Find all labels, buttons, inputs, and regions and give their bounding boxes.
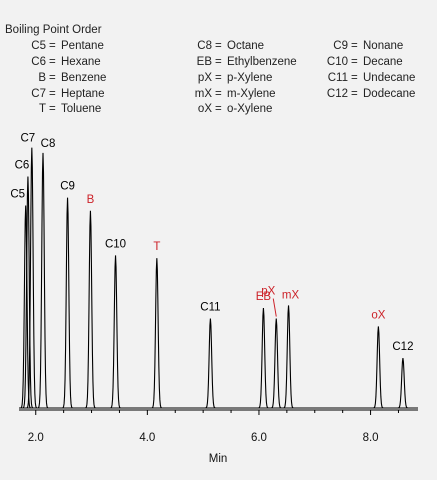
peak-c9 <box>62 197 73 409</box>
legend-equals: = <box>351 56 358 68</box>
legend-code-mx: mX <box>195 88 213 100</box>
legend-code-c5: C5 <box>31 40 46 52</box>
legend-equals: = <box>49 103 56 115</box>
legend-equals: = <box>351 40 358 52</box>
legend-name-c8: Octane <box>227 40 264 52</box>
peak-label-t: T <box>153 241 160 253</box>
peak-t <box>151 258 163 409</box>
legend-code-eb: EB <box>197 56 213 68</box>
legend-name-b: Benzene <box>61 72 106 84</box>
legend-equals: = <box>215 88 222 100</box>
peak-c7 <box>26 147 38 409</box>
legend-name-t: Toluene <box>61 103 101 115</box>
peak-label-px: pX <box>261 286 275 298</box>
legend-code-c11: C11 <box>328 72 348 84</box>
x-tick-label-4-0: 4.0 <box>139 432 155 444</box>
peak-label-eb: EB <box>256 291 272 303</box>
peak-label-ox: oX <box>371 309 385 321</box>
legend-code-c7: C7 <box>31 88 46 100</box>
legend-name-c10: Decane <box>363 56 403 68</box>
peak-label-c9: C9 <box>60 181 75 193</box>
axes: 2.0 4.0 6.0 8.0 Min <box>19 409 418 465</box>
legend-name-c12: Dodecane <box>363 88 415 100</box>
legend-equals: = <box>215 56 222 68</box>
peak-b <box>85 210 96 409</box>
peak-c10 <box>110 255 121 409</box>
peak-ox <box>373 326 384 409</box>
legend-name-mx: m-Xylene <box>227 88 276 100</box>
legend-name-c6: Hexane <box>61 56 101 68</box>
peak-label-c5: C5 <box>10 188 25 200</box>
legend-equals: = <box>49 72 56 84</box>
peak-mx <box>283 305 294 409</box>
legend-name-c5: Pentane <box>61 40 104 52</box>
peak-c6 <box>22 176 34 409</box>
legend-name-c9: Nonane <box>363 40 403 52</box>
legend-name-c7: Heptane <box>61 88 104 100</box>
peak-label-b: B <box>87 194 95 206</box>
legend-equals: = <box>49 56 56 68</box>
peak-label-c11: C11 <box>200 302 220 314</box>
peak-c5 <box>20 205 31 409</box>
peak-px <box>271 318 282 409</box>
legend-code-t: T <box>39 103 46 115</box>
x-axis-label: Min <box>209 453 228 465</box>
peak-c12 <box>397 357 408 409</box>
x-tick-label-6-0: 6.0 <box>251 432 267 444</box>
peak-label-c7: C7 <box>20 133 35 145</box>
peak-label-mx: mX <box>282 289 300 301</box>
peak-leader-px <box>272 298 277 317</box>
peak-label-c6: C6 <box>15 160 30 172</box>
peak-c8 <box>37 152 49 409</box>
legend-name-eb: Ethylbenzene <box>227 56 297 68</box>
x-tick-label-2-0: 2.0 <box>28 432 44 444</box>
legend-code-ox: oX <box>198 103 212 115</box>
legend-equals: = <box>49 40 56 52</box>
peak-c11 <box>205 318 216 409</box>
legend-heading: Boiling Point Order <box>5 24 102 36</box>
legend-equals: = <box>351 88 358 100</box>
x-tick-label-8-0: 8.0 <box>363 432 379 444</box>
peak-label-c12: C12 <box>392 341 413 353</box>
peak-label-c8: C8 <box>41 138 56 150</box>
legend-equals: = <box>49 88 56 100</box>
legend-equals: = <box>215 103 222 115</box>
legend-name-ox: o-Xylene <box>227 103 272 115</box>
legend-code-c12: C12 <box>327 88 348 100</box>
legend-equals: = <box>215 72 222 84</box>
legend-code-c10: C10 <box>327 56 348 68</box>
legend-code-px: pX <box>198 72 212 84</box>
legend-code-c6: C6 <box>31 56 46 68</box>
peak-eb <box>258 308 269 409</box>
legend-equals: = <box>215 40 222 52</box>
peak-label-c10: C10 <box>105 238 126 250</box>
legend-code-b: B <box>38 72 46 84</box>
legend-code-c8: C8 <box>197 40 212 52</box>
legend-name-c11: Undecane <box>363 72 415 84</box>
legend-equals: = <box>351 72 358 84</box>
legend-code-c9: C9 <box>333 40 348 52</box>
legend-name-px: p-Xylene <box>227 72 272 84</box>
